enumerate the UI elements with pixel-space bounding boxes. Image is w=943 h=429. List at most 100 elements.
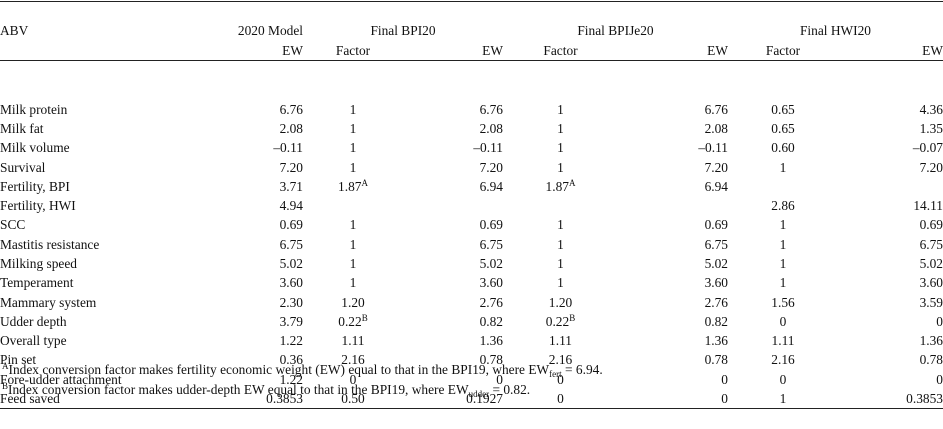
cell-2020-ew: 0.69 — [279, 217, 303, 233]
cell-2020-ew: 5.02 — [279, 256, 303, 271]
cell-bpi20-factor: 1 — [349, 101, 357, 117]
cell-bpije20-ew: –0.11 — [698, 140, 728, 156]
table-row: Milking speed 5.02 1 5.02 1 5.02 1 5.02 — [0, 254, 943, 273]
cell-bpije20-factor: 1 — [557, 159, 564, 175]
cell-bpije20-factor: 1.11 — [549, 333, 572, 349]
footnote-b: BIndex conversion factor makes udder-dep… — [2, 381, 531, 399]
top-rule — [0, 1, 943, 22]
bottom-rule — [0, 408, 943, 429]
cell-bpi20-ew: 6.75 — [479, 236, 503, 252]
cell-hwi20-factor: 0 — [779, 313, 787, 329]
table-row: Fertility, BPI 3.71 1.87A 6.94 1.87A 6.94 — [0, 177, 943, 196]
cell-bpi20-factor: 1 — [349, 275, 357, 291]
subheader-factor: Factor — [765, 42, 801, 58]
cell-2020-ew: 1.22 — [279, 371, 303, 387]
cell-bpije20-factor: 0 — [557, 391, 564, 407]
cell-bpi20-factor: 1 — [349, 140, 357, 156]
cell-bpije20-ew: 6.75 — [704, 236, 728, 252]
cell-bpi20-ew: 3.60 — [479, 275, 503, 291]
cell-hwi20-ew: 4.36 — [919, 101, 943, 117]
cell-bpije20-ew — [618, 196, 728, 215]
cell-bpi20-factor — [303, 196, 403, 215]
header-final-bpi20: Final BPI20 — [370, 23, 436, 39]
cell-bpi20-ew: 5.02 — [479, 256, 503, 271]
cell-bpi20-ew: 6.76 — [479, 101, 503, 117]
cell-bpi20-factor: 1 — [349, 120, 357, 136]
cell-bpi20-ew: –0.11 — [473, 140, 503, 156]
row-label: Udder depth — [0, 313, 67, 329]
cell-bpije20-ew: 0.69 — [704, 217, 728, 233]
cell-hwi20-ew: 0.69 — [919, 217, 943, 233]
subheader-factor: Factor — [335, 42, 371, 58]
cell-bpije20-ew: 7.20 — [704, 159, 728, 175]
cell-hwi20-factor: 2.86 — [771, 198, 795, 214]
cell-bpi20-ew: 0 — [496, 371, 503, 387]
table-row: Milk fat 2.08 1 2.08 1 2.08 0.65 1.35 — [0, 119, 943, 138]
row-label: Survival — [0, 159, 46, 175]
cell-bpije20-factor: 1 — [557, 275, 564, 291]
row-label: Fore-udder attachment — [0, 371, 122, 387]
cell-bpi20-ew: 0.82 — [479, 313, 503, 329]
cell-hwi20-ew — [838, 177, 943, 196]
cell-bpi20-ew: 0.69 — [479, 217, 503, 233]
cell-bpije20-factor: 1 — [557, 236, 564, 252]
cell-bpije20-ew: 0.78 — [704, 352, 728, 368]
footnote-marker: B — [569, 312, 576, 323]
cell-bpije20-factor: 1.87A — [545, 177, 576, 194]
cell-hwi20-factor: 1.11 — [771, 333, 795, 349]
row-label: Milking speed — [0, 256, 77, 271]
cell-2020-ew: –0.11 — [273, 140, 303, 156]
table-row: Udder depth 3.79 0.22B 0.82 0.22B 0.82 0 0 — [0, 312, 943, 331]
header-row-groups: ABV 2020 Model Final BPI20 Final BPIJe20… — [0, 21, 943, 40]
header-rule — [0, 59, 943, 81]
cell-hwi20-factor: 1 — [779, 217, 787, 233]
cell-hwi20-factor: 1 — [779, 256, 787, 271]
cell-2020-ew: 4.94 — [279, 198, 303, 214]
table-row: SCC 0.69 1 0.69 1 0.69 1 0.69 — [0, 215, 943, 234]
table-row: Survival 7.20 1 7.20 1 7.20 1 7.20 — [0, 157, 943, 176]
row-label: Mastitis resistance — [0, 236, 100, 252]
cell-bpi20-ew: 2.08 — [479, 120, 503, 136]
cell-hwi20-factor: 2.16 — [771, 352, 795, 368]
cell-2020-ew: 0.36 — [279, 352, 303, 368]
row-label: SCC — [0, 217, 26, 233]
cell-bpije20-factor: 2.16 — [548, 352, 573, 368]
cell-bpi20-factor: 1 — [349, 236, 357, 252]
footnote-a: AIndex conversion factor makes fertility… — [2, 361, 603, 379]
cell-bpije20-ew: 2.76 — [704, 294, 728, 310]
cell-hwi20-ew: 0.78 — [919, 352, 943, 368]
cell-bpi20-ew — [403, 196, 503, 215]
cell-2020-ew: 7.20 — [279, 159, 303, 175]
cell-bpi20-ew: 0.78 — [479, 352, 503, 368]
cell-bpi20-ew: 2.76 — [479, 294, 503, 310]
cell-2020-ew: 6.75 — [279, 236, 303, 252]
cell-hwi20-factor: 1 — [779, 159, 787, 175]
subheader-ew: EW — [922, 42, 943, 58]
cell-bpi20-ew: 7.20 — [479, 159, 503, 175]
row-label: Milk volume — [0, 140, 70, 156]
cell-hwi20-factor: 1 — [779, 275, 787, 291]
cell-bpije20-ew: 0 — [721, 371, 728, 387]
cell-hwi20-ew: 7.20 — [919, 159, 943, 175]
subheader-ew: EW — [282, 42, 303, 58]
row-label: Temperament — [0, 275, 74, 291]
cell-hwi20-ew: 5.02 — [919, 256, 943, 271]
cell-bpije20-factor: 1 — [557, 256, 564, 271]
cell-bpije20-ew: 5.02 — [704, 256, 728, 271]
row-label: Fertility, BPI — [0, 178, 70, 194]
header-row-subcolumns: EW Factor EW Factor EW Factor EW — [0, 41, 943, 61]
cell-bpije20-factor: 0 — [557, 371, 564, 387]
footnote-marker: A — [361, 177, 368, 188]
table-row: Overall type 1.22 1.11 1.36 1.11 1.36 1.11 1.36 — [0, 331, 943, 350]
cell-bpi20-factor: 1.11 — [341, 333, 365, 349]
cell-bpije20-ew: 6.76 — [704, 101, 728, 117]
cell-2020-ew: 3.71 — [279, 178, 303, 194]
cell-bpije20-ew: 3.60 — [704, 275, 728, 291]
footnote-marker: B — [361, 312, 368, 323]
cell-bpije20-factor: 0.22B — [545, 312, 576, 329]
cell-hwi20-ew: 3.60 — [919, 275, 943, 291]
cell-bpije20-factor: 1 — [557, 217, 564, 233]
cell-hwi20-factor: 1.56 — [771, 294, 795, 310]
cell-hwi20-ew: 1.35 — [919, 120, 943, 136]
